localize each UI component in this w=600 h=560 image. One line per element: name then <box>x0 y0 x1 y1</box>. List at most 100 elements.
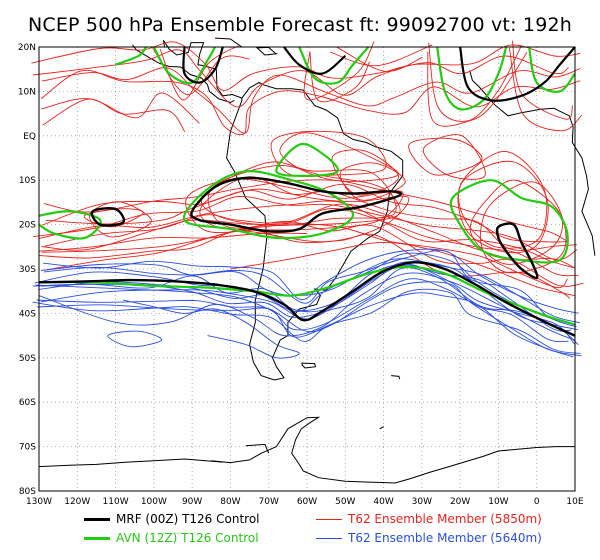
latitude-tick-labels: 20N 10N EQ 10S 20S 30S 40S 50S 60S 70S 80S <box>18 43 36 497</box>
mrf-control-contour <box>90 207 126 227</box>
red-member-contour <box>469 179 563 265</box>
lon-tick-label: 70W <box>259 497 279 507</box>
red-member-contour <box>329 44 433 67</box>
legend-swatch-blue <box>316 537 342 539</box>
lat-tick-label: 60S <box>19 398 36 408</box>
lat-tick-label: 40S <box>19 309 36 319</box>
lon-tick-label: 0 <box>534 497 540 507</box>
legend-swatch-avn <box>84 536 110 540</box>
avn-control-contour <box>38 210 102 240</box>
legend-label-mrf: MRF (00Z) T126 Control <box>116 512 260 526</box>
coast-south-america <box>226 81 404 381</box>
lon-tick-label: 90W <box>182 497 202 507</box>
coast-alexander-island <box>245 443 270 454</box>
red-member-contour <box>479 181 567 274</box>
red-member-contour <box>207 164 401 229</box>
avn-control-contour <box>38 265 576 326</box>
red-member-contour <box>457 160 549 254</box>
longitude-tick-labels: 130W 120W 110W 100W 90W 80W 70W 60W 50W 40W 30W 20W… <box>26 497 584 507</box>
lon-tick-label: 40W <box>373 497 393 507</box>
legend-label-blue: T62 Ensemble Member (5640m) <box>348 531 542 545</box>
red-member-contour <box>458 151 548 249</box>
lat-tick-label: 70S <box>19 443 36 453</box>
red-member-contour <box>336 46 423 72</box>
red-member-contour <box>508 47 583 132</box>
mrf-control-contour <box>38 261 576 337</box>
red-member-contour <box>38 200 574 269</box>
lon-tick-label: 120W <box>64 497 90 507</box>
red-member-contour <box>279 132 399 182</box>
avn-control-contour <box>115 46 148 66</box>
red-member-contour <box>41 92 200 124</box>
red-member-contour <box>41 220 584 287</box>
red-member-contour <box>303 41 375 101</box>
blue-member-contour <box>43 250 577 328</box>
mrf-control-contour <box>459 46 576 102</box>
lon-tick-label: 10E <box>566 497 583 507</box>
legend-swatch-red <box>316 518 342 520</box>
blue-member-contour <box>34 252 576 325</box>
red-member-contour <box>423 134 486 180</box>
legend-blue: T62 Ensemble Member (5640m) <box>316 531 542 545</box>
red-member-contour <box>44 229 571 299</box>
avn-control-contour <box>528 46 576 93</box>
lat-tick-label: 10N <box>18 87 36 97</box>
mrf-control-contour <box>495 222 539 280</box>
legend-label-avn: AVN (12Z) T126 Control <box>116 531 259 545</box>
mrf-control-contour <box>182 46 224 84</box>
lon-tick-label: 100W <box>141 497 167 507</box>
mrf-control-contours <box>38 46 576 337</box>
blue-member-contour <box>43 248 579 314</box>
coast-antarctica-west <box>38 458 223 468</box>
map-title: NCEP 500 hPa Ensemble Forecast ft: 99092… <box>27 14 573 36</box>
coast-islet <box>379 426 384 430</box>
lon-tick-label: 80W <box>220 497 240 507</box>
avn-control-contour <box>182 170 355 240</box>
red-member-contour <box>89 201 152 238</box>
blue-member-contour <box>35 264 576 345</box>
red-member-contour <box>33 196 578 261</box>
lon-tick-label: 110W <box>103 497 129 507</box>
lon-tick-label: 20W <box>450 497 470 507</box>
lon-tick-label: 10W <box>488 497 508 507</box>
lat-tick-label: 20N <box>18 43 36 53</box>
lon-tick-label: 50W <box>335 497 355 507</box>
lat-tick-label: 20S <box>19 221 36 231</box>
mrf-control-contour <box>190 176 403 233</box>
red-member-contour <box>185 178 404 234</box>
legend-label-red: T62 Ensemble Member (5850m) <box>348 512 542 526</box>
red-member-contour <box>42 98 186 133</box>
lon-tick-label: 30W <box>412 497 432 507</box>
avn-control-contour <box>436 46 508 111</box>
coast-hispaniola <box>255 46 279 56</box>
legend-mrf: MRF (00Z) T126 Control <box>84 512 260 526</box>
red-member-contour <box>38 232 308 252</box>
blue-member-contour <box>36 281 582 357</box>
red-member-contour <box>40 69 581 136</box>
coast-cuba <box>215 37 254 48</box>
legend-red: T62 Ensemble Member (5850m) <box>316 512 542 526</box>
red-member-contour <box>309 51 371 103</box>
blue-member-contour <box>107 330 162 348</box>
lon-tick-label: 130W <box>26 497 52 507</box>
map-frame <box>38 46 576 492</box>
red-member-contour <box>33 49 569 108</box>
avn-control-contour <box>275 142 340 177</box>
coast-south-georgia <box>391 375 401 380</box>
coast-antarctica <box>211 416 575 484</box>
lat-tick-label: EQ <box>23 132 36 142</box>
legend-avn: AVN (12Z) T126 Control <box>84 531 259 545</box>
lat-tick-label: 10S <box>19 176 36 186</box>
lat-tick-label: 80S <box>19 487 36 497</box>
blue-member-contour <box>40 278 569 343</box>
red-member-contour <box>31 41 581 91</box>
red-member-contour <box>270 130 387 178</box>
avn-control-contour <box>449 179 569 264</box>
coast-central-america-west <box>132 44 235 104</box>
avn-control-contours <box>38 46 576 326</box>
red-member-contour <box>41 67 581 134</box>
mrf-control-contour <box>283 46 347 75</box>
avn-control-contour <box>152 46 217 85</box>
lat-tick-label: 30S <box>19 265 36 275</box>
